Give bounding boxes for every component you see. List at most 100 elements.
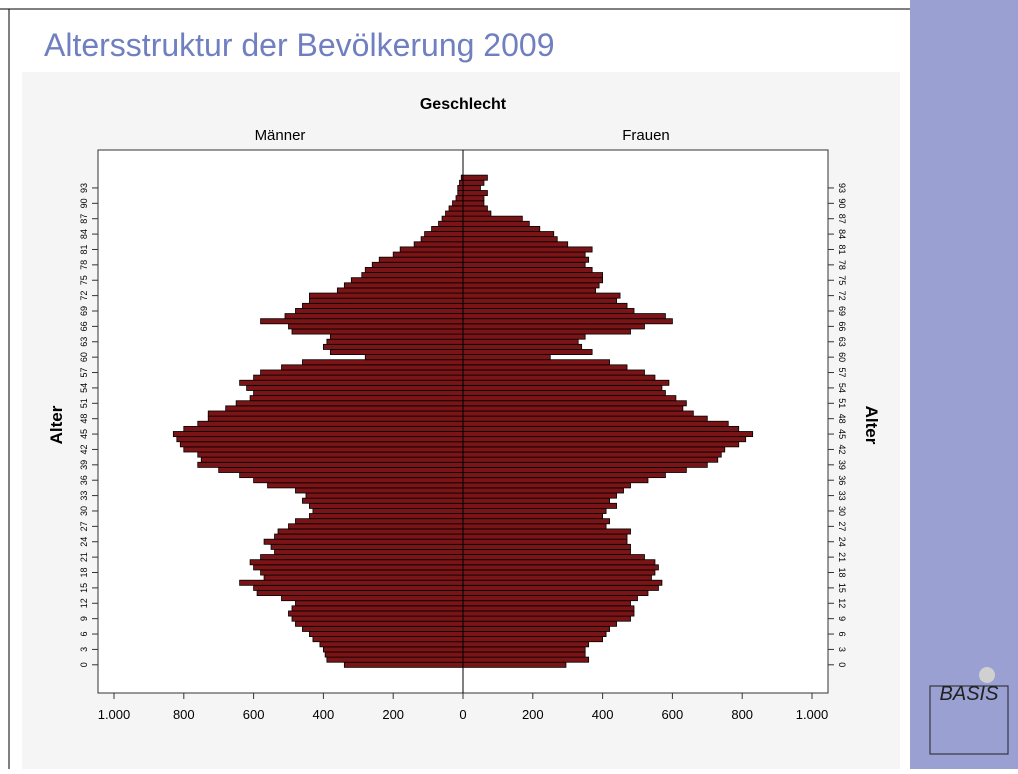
y-tick-label: 45 [837, 429, 847, 439]
bar [459, 179, 464, 186]
y-tick-label: 69 [837, 306, 847, 316]
x-tick-label: 600 [662, 707, 684, 722]
bar [462, 328, 631, 335]
y-tick-label: 60 [79, 352, 89, 362]
y-tick-label: 75 [79, 275, 89, 285]
bar [462, 410, 694, 417]
bar [267, 482, 464, 489]
y-tick-label: 24 [837, 537, 847, 547]
bar [326, 338, 464, 345]
y-tick-label: 81 [79, 244, 89, 254]
bar [462, 636, 604, 643]
bar [302, 625, 464, 632]
bar [312, 508, 464, 514]
bar [371, 261, 464, 268]
bar [462, 620, 617, 627]
bar [462, 554, 645, 561]
bar [179, 441, 464, 448]
y-tick-label: 42 [79, 444, 89, 454]
bar [284, 313, 464, 320]
y-tick-label: 63 [79, 337, 89, 347]
bar [420, 236, 464, 243]
bar [277, 528, 464, 535]
bar [239, 472, 464, 479]
bar [309, 513, 464, 520]
bar [312, 636, 464, 643]
bar [326, 656, 464, 663]
bar [462, 400, 687, 407]
y-tick-label: 33 [837, 491, 847, 501]
logo-box [929, 685, 1009, 755]
y-tick-label: 54 [837, 383, 847, 393]
bar [462, 241, 569, 248]
bar [260, 318, 464, 325]
bar [424, 231, 464, 238]
bar [462, 625, 610, 632]
bar [462, 179, 485, 186]
bar [462, 661, 567, 668]
bar [249, 559, 464, 566]
bar [253, 564, 464, 571]
bar [462, 349, 593, 355]
y-tick-label: 18 [837, 567, 847, 577]
bar [364, 267, 464, 273]
y-tick-label: 39 [837, 460, 847, 470]
slide-title: Altersstruktur der Bevölkerung 2009 [44, 27, 554, 63]
bar [462, 220, 530, 227]
bar [218, 466, 464, 473]
y-axis-label: Alter [47, 405, 66, 444]
bar [462, 200, 485, 207]
x-tick-label: 400 [592, 707, 614, 722]
bar [462, 549, 631, 555]
bar [462, 292, 621, 299]
y-tick-label: 69 [79, 306, 89, 316]
bar [462, 456, 719, 463]
bar [263, 538, 464, 545]
x-tick-label: 600 [243, 707, 265, 722]
bar [462, 343, 583, 350]
bar [288, 323, 464, 330]
bar [462, 369, 645, 376]
y-tick-label: 54 [79, 383, 89, 393]
bar [462, 656, 590, 663]
bar [462, 502, 617, 509]
bar [462, 210, 492, 217]
bar [462, 487, 624, 494]
bar [462, 523, 607, 530]
y-tick-label: 30 [79, 506, 89, 516]
bar [462, 195, 485, 202]
bar [462, 615, 631, 622]
bar [291, 328, 464, 335]
y-tick-label: 72 [837, 291, 847, 301]
bar [462, 533, 628, 540]
y-tick-label: 18 [79, 567, 89, 577]
bar [462, 631, 607, 637]
bar [462, 267, 593, 273]
bar [329, 333, 464, 340]
bar [462, 231, 555, 238]
y-tick-label: 81 [837, 244, 847, 254]
y-tick-label: 60 [837, 352, 847, 362]
bar [200, 456, 464, 463]
x-tick-label: 0 [459, 707, 466, 722]
y-tick-label: 21 [837, 552, 847, 562]
bar [399, 246, 464, 253]
bar [462, 513, 604, 520]
x-tick-label: 200 [382, 707, 404, 722]
bar [462, 584, 659, 591]
y-tick-label: 27 [837, 521, 847, 531]
y-tick-label: 0 [837, 662, 847, 667]
bar [288, 610, 464, 617]
y-tick-label: 24 [79, 537, 89, 547]
bar [260, 554, 464, 561]
bar [462, 569, 656, 576]
bar [183, 425, 464, 432]
bar [295, 308, 464, 314]
bar [309, 502, 464, 509]
bar [378, 256, 464, 263]
y-tick-label: 90 [837, 198, 847, 208]
y-tick-label: 84 [79, 229, 89, 239]
bar [462, 251, 586, 258]
bar [462, 384, 663, 391]
bar [462, 646, 586, 653]
